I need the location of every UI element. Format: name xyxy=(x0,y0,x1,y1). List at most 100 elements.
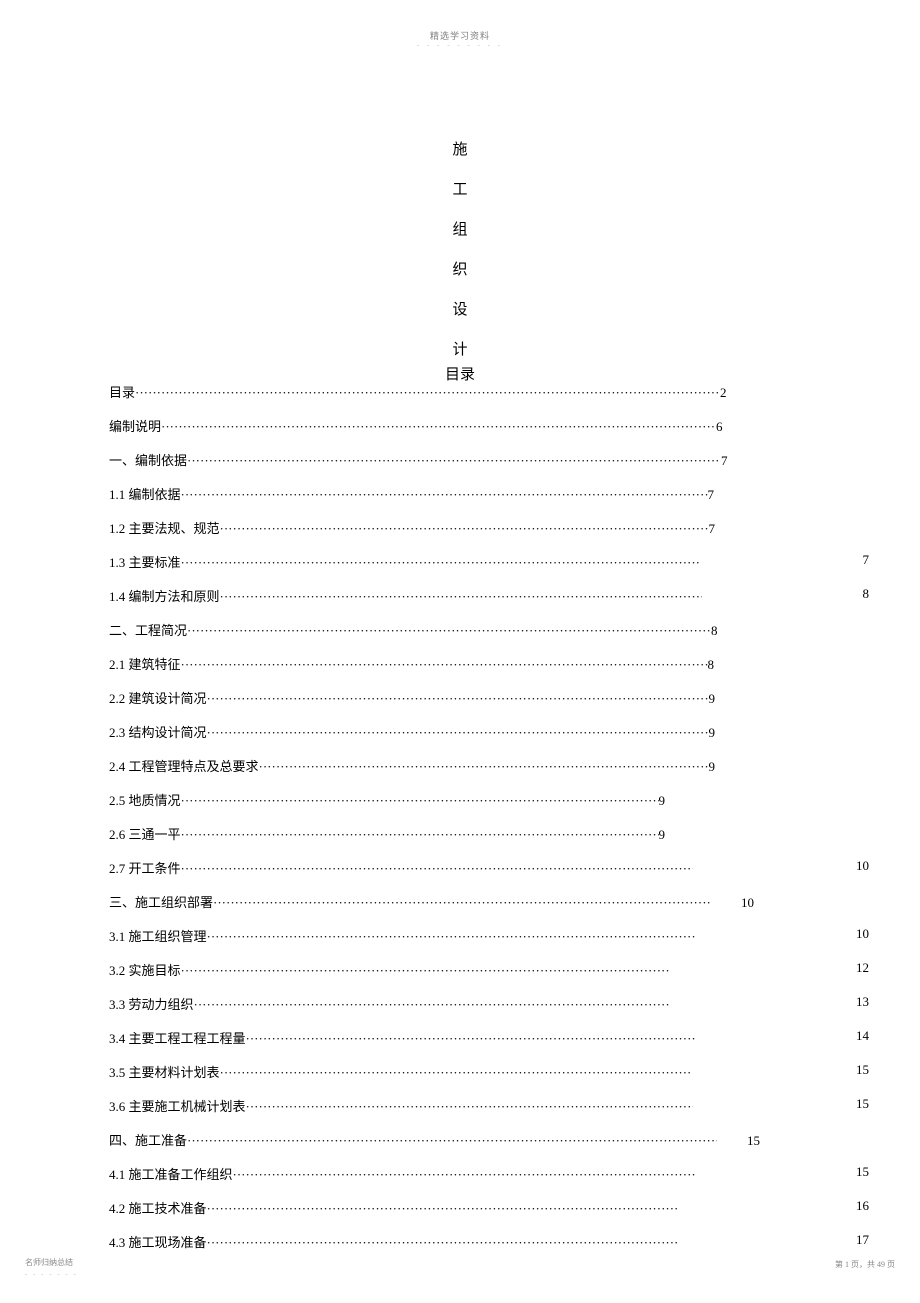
toc-label: 3.1 施工组织管理 xyxy=(109,926,207,945)
toc-row: 编制说明 ···································… xyxy=(109,416,869,431)
toc-dots: ········································… xyxy=(135,385,720,401)
footer-left-dashes: - - - - - - - xyxy=(25,1270,78,1278)
toc-dots: ········································… xyxy=(181,657,708,673)
toc-page: 15 xyxy=(856,1062,869,1078)
toc-dots: ········································… xyxy=(220,521,709,537)
toc-label: 2.5 地质情况 xyxy=(109,790,181,809)
toc-label: 二、工程简况 xyxy=(109,620,187,639)
toc-page: 9 xyxy=(709,691,716,707)
toc-page: 7 xyxy=(863,552,870,568)
toc-label: 一、编制依据 xyxy=(109,450,187,469)
toc-label: 3.2 实施目标 xyxy=(109,960,181,979)
toc-row: 1.4 编制方法和原则 ····························… xyxy=(109,586,869,601)
toc-row: 3.3 劳动力组织 ······························… xyxy=(109,994,869,1009)
toc-dots: ········································… xyxy=(207,929,697,945)
toc-page: 10 xyxy=(741,895,754,911)
toc-page: 10 xyxy=(856,926,869,942)
toc-page: 15 xyxy=(747,1133,760,1149)
header-dashes: - - - - - - - - - xyxy=(417,41,503,49)
toc-page: 7 xyxy=(709,521,716,537)
toc-dots: ········································… xyxy=(246,1099,693,1115)
toc-page: 7 xyxy=(708,487,715,503)
toc-row: 4.3 施工现场准备 ·····························… xyxy=(109,1232,869,1247)
vertical-char: 织 xyxy=(452,250,467,290)
toc-label: 1.3 主要标准 xyxy=(109,552,181,571)
toc-row: 2.3 结构设计简况 ·····························… xyxy=(109,722,869,737)
toc-heading: 目录 xyxy=(445,363,475,384)
vertical-char: 组 xyxy=(452,210,467,250)
toc-row: 3.4 主要工程工程工程量 ··························… xyxy=(109,1028,869,1043)
toc-dots: ········································… xyxy=(187,623,711,639)
toc-label: 2.1 建筑特征 xyxy=(109,654,181,673)
toc-label: 3.5 主要材料计划表 xyxy=(109,1062,220,1081)
toc-page: 2 xyxy=(720,385,727,401)
toc-row: 2.7 开工条件 ·······························… xyxy=(109,858,869,873)
toc-page: 14 xyxy=(856,1028,869,1044)
toc-page: 13 xyxy=(856,994,869,1010)
toc-row: 2.4 工程管理特点及总要求 ·························… xyxy=(109,756,869,771)
toc-dots: ········································… xyxy=(161,419,716,435)
toc-dots: ········································… xyxy=(181,487,708,503)
toc-label: 3.4 主要工程工程工程量 xyxy=(109,1028,246,1047)
toc-row: 3.6 主要施工机械计划表 ··························… xyxy=(109,1096,869,1111)
toc-label: 4.3 施工现场准备 xyxy=(109,1232,207,1251)
toc-row: 3.2 实施目标 ·······························… xyxy=(109,960,869,975)
toc-label: 目录 xyxy=(109,382,135,401)
toc-label: 2.3 结构设计简况 xyxy=(109,722,207,741)
toc-label: 1.2 主要法规、规范 xyxy=(109,518,220,537)
toc-dots: ········································… xyxy=(194,997,671,1013)
vertical-title: 施 工 组 织 设 计 xyxy=(452,130,467,370)
toc-row: 2.2 建筑设计简况 ·····························… xyxy=(109,688,869,703)
toc-dots: ········································… xyxy=(233,1167,695,1183)
toc-page: 17 xyxy=(856,1232,869,1248)
toc-label: 4.1 施工准备工作组织 xyxy=(109,1164,233,1183)
toc-dots: ········································… xyxy=(259,759,709,775)
toc-label: 1.4 编制方法和原则 xyxy=(109,586,220,605)
toc-dots: ········································… xyxy=(181,555,701,571)
toc-label: 编制说明 xyxy=(109,416,161,435)
toc-label: 4.2 施工技术准备 xyxy=(109,1198,207,1217)
toc-row: 1.1 编制依据 ·······························… xyxy=(109,484,869,499)
toc-label: 四、施工准备 xyxy=(109,1130,187,1149)
footer-right-text: 第 1 页，共 49 页 xyxy=(835,1259,895,1270)
vertical-char: 设 xyxy=(452,290,467,330)
toc-dots: ········································… xyxy=(207,1235,677,1251)
toc-row: 三、施工组织部署 ·······························… xyxy=(109,892,869,907)
toc-page: 9 xyxy=(709,725,716,741)
toc-row: 一、编制依据 ·································… xyxy=(109,450,869,465)
footer-left-text: 名师归纳总结 xyxy=(25,1257,73,1268)
toc-label: 2.2 建筑设计简况 xyxy=(109,688,207,707)
toc-label: 2.7 开工条件 xyxy=(109,858,181,877)
toc-label: 2.6 三通一平 xyxy=(109,824,181,843)
toc-label: 3.3 劳动力组织 xyxy=(109,994,194,1013)
toc-page: 9 xyxy=(709,759,716,775)
vertical-char: 工 xyxy=(452,170,467,210)
toc-dots: ········································… xyxy=(181,963,671,979)
toc-page: 8 xyxy=(711,623,718,639)
toc-row: 4.1 施工准备工作组织 ···························… xyxy=(109,1164,869,1179)
toc-dots: ········································… xyxy=(220,589,702,605)
toc-row: 1.2 主要法规、规范 ····························… xyxy=(109,518,869,533)
toc-page: 10 xyxy=(856,858,869,874)
toc-page: 8 xyxy=(863,586,870,602)
toc-dots: ········································… xyxy=(187,453,721,469)
toc-row: 二、工程简况 ·································… xyxy=(109,620,869,635)
toc-page: 8 xyxy=(708,657,715,673)
toc-label: 三、施工组织部署 xyxy=(109,892,213,911)
toc-label: 1.1 编制依据 xyxy=(109,484,181,503)
toc-page: 9 xyxy=(659,827,666,843)
toc-dots: ········································… xyxy=(246,1031,696,1047)
toc-row: 2.6 三通一平 ·······························… xyxy=(109,824,869,839)
toc-label: 3.6 主要施工机械计划表 xyxy=(109,1096,246,1115)
toc-page: 15 xyxy=(856,1164,869,1180)
toc-dots: ········································… xyxy=(181,827,659,843)
toc-row: 2.5 地质情况 ·······························… xyxy=(109,790,869,805)
toc-page: 9 xyxy=(659,793,666,809)
toc-dots: ········································… xyxy=(181,861,693,877)
vertical-char: 施 xyxy=(452,130,467,170)
toc-row: 3.1 施工组织管理 ·····························… xyxy=(109,926,869,941)
toc-dots: ········································… xyxy=(187,1133,717,1149)
toc-container: 目录 ·····································… xyxy=(109,382,869,1266)
toc-page: 16 xyxy=(856,1198,869,1214)
toc-page: 6 xyxy=(716,419,723,435)
